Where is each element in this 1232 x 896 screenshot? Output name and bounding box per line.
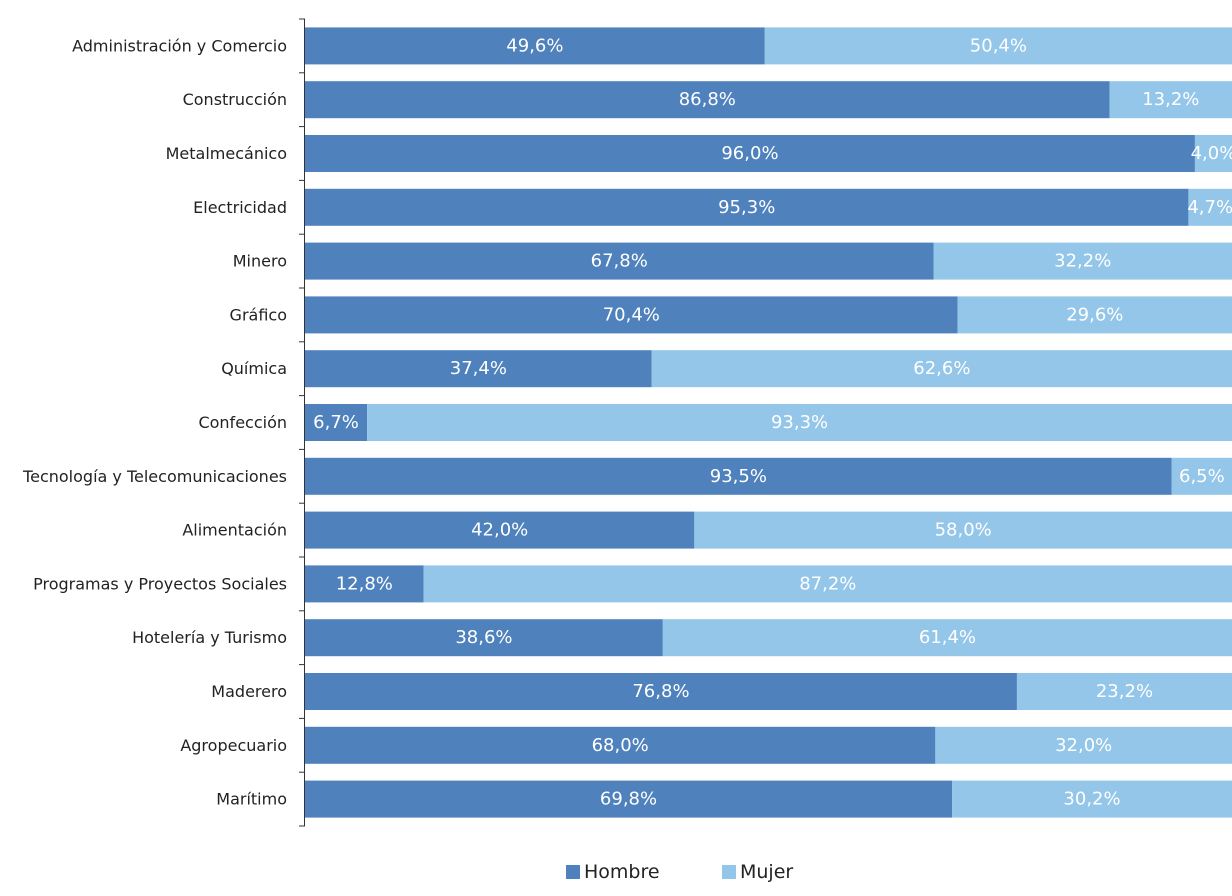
data-label-mujer-14: 30,2%: [1063, 789, 1120, 810]
data-label-mujer-9: 58,0%: [935, 520, 992, 541]
bar-hombre-13: [305, 726, 936, 764]
data-label-mujer-7: 93,3%: [771, 412, 828, 433]
category-label-13: Agropecuario: [180, 736, 287, 755]
category-axis: [299, 18, 305, 827]
data-label-mujer-8: 6,5%: [1179, 466, 1225, 487]
data-label-mujer-3: 4,7%: [1187, 197, 1232, 218]
bar-mujer-9: [694, 511, 1232, 549]
bar-mujer-13: [935, 726, 1232, 764]
bar-mujer-0: [764, 27, 1232, 65]
bar-hombre-8: [305, 457, 1172, 495]
data-label-hombre-10: 12,8%: [336, 573, 393, 594]
bar-mujer-3: [1188, 188, 1232, 226]
bar-mujer-12: [1016, 673, 1232, 710]
category-labels: Administración y Comercio Construcción Met…: [22, 36, 287, 808]
data-label-hombre-6: 37,4%: [450, 358, 507, 379]
data-label-mujer-2: 4,0%: [1191, 143, 1232, 164]
category-label-7: Confección: [198, 413, 287, 432]
data-label-hombre-7: 6,7%: [313, 412, 359, 433]
data-label-hombre-3: 95,3%: [718, 197, 775, 218]
bar-mujer-2: [1194, 135, 1232, 172]
category-label-5: Gráfico: [230, 305, 287, 324]
category-label-1: Construcción: [183, 90, 287, 109]
legend-swatch-hombre: [566, 865, 580, 879]
bar-mujer-11: [662, 619, 1232, 657]
data-label-hombre-4: 67,8%: [591, 251, 648, 272]
category-label-8: Tecnología y Telecomunicaciones: [22, 467, 287, 486]
bar-mujer-10: [423, 565, 1232, 603]
category-label-12: Maderero: [211, 682, 287, 701]
data-label-hombre-14: 69,8%: [600, 789, 657, 810]
bar-hombre-7: [305, 404, 368, 441]
bar-hombre-3: [305, 188, 1189, 226]
data-label-hombre-8: 93,5%: [710, 466, 767, 487]
bars-group: 49,6% 50,4% 86,8% 13,2% 96,0% 4,0% 95,3% 4,7% 67…: [305, 27, 1232, 818]
bar-mujer-8: [1171, 457, 1232, 495]
legend-swatch-mujer: [722, 865, 736, 879]
legend: Hombre Mujer: [566, 861, 793, 883]
bar-mujer-1: [1109, 81, 1232, 119]
bar-hombre-2: [305, 135, 1195, 172]
bar-hombre-0: [305, 27, 765, 65]
bar-hombre-1: [305, 81, 1110, 119]
data-label-hombre-11: 38,6%: [455, 627, 512, 648]
bar-hombre-11: [305, 619, 663, 657]
category-label-14: Marítimo: [216, 790, 287, 809]
bar-hombre-5: [305, 296, 958, 334]
data-label-mujer-13: 32,0%: [1055, 735, 1112, 756]
data-label-hombre-2: 96,0%: [721, 143, 778, 164]
category-label-9: Alimentación: [182, 521, 287, 540]
bar-hombre-6: [305, 350, 652, 388]
bar-hombre-12: [305, 673, 1017, 710]
bar-hombre-10: [305, 565, 424, 603]
category-label-2: Metalmecánico: [166, 144, 287, 163]
data-label-mujer-4: 32,2%: [1054, 251, 1111, 272]
data-label-mujer-12: 23,2%: [1096, 681, 1153, 702]
data-label-mujer-1: 13,2%: [1142, 89, 1199, 110]
legend-label-hombre: Hombre: [584, 861, 660, 883]
data-label-hombre-5: 70,4%: [603, 304, 660, 325]
bar-hombre-4: [305, 242, 934, 280]
bar-hombre-9: [305, 511, 695, 549]
bar-hombre-14: [305, 780, 953, 818]
data-label-mujer-6: 62,6%: [913, 358, 970, 379]
data-label-hombre-9: 42,0%: [471, 520, 528, 541]
category-label-0: Administración y Comercio: [72, 36, 287, 55]
legend-label-mujer: Mujer: [740, 861, 793, 883]
bar-mujer-14: [952, 780, 1232, 818]
bar-mujer-5: [957, 296, 1232, 334]
data-label-mujer-10: 87,2%: [799, 573, 856, 594]
data-label-mujer-0: 50,4%: [970, 35, 1027, 56]
category-label-3: Electricidad: [193, 198, 287, 217]
data-label-hombre-0: 49,6%: [506, 35, 563, 56]
data-label-hombre-1: 86,8%: [679, 89, 736, 110]
category-label-10: Programas y Proyectos Sociales: [33, 574, 287, 593]
data-label-mujer-5: 29,6%: [1066, 304, 1123, 325]
category-label-11: Hotelería y Turismo: [132, 628, 287, 647]
bar-mujer-7: [367, 404, 1232, 441]
bar-mujer-6: [651, 350, 1232, 388]
bar-mujer-4: [933, 242, 1232, 280]
data-label-hombre-13: 68,0%: [592, 735, 649, 756]
category-label-6: Química: [221, 359, 287, 378]
category-label-4: Minero: [233, 252, 287, 271]
data-label-hombre-12: 76,8%: [632, 681, 689, 702]
data-label-mujer-11: 61,4%: [919, 627, 976, 648]
